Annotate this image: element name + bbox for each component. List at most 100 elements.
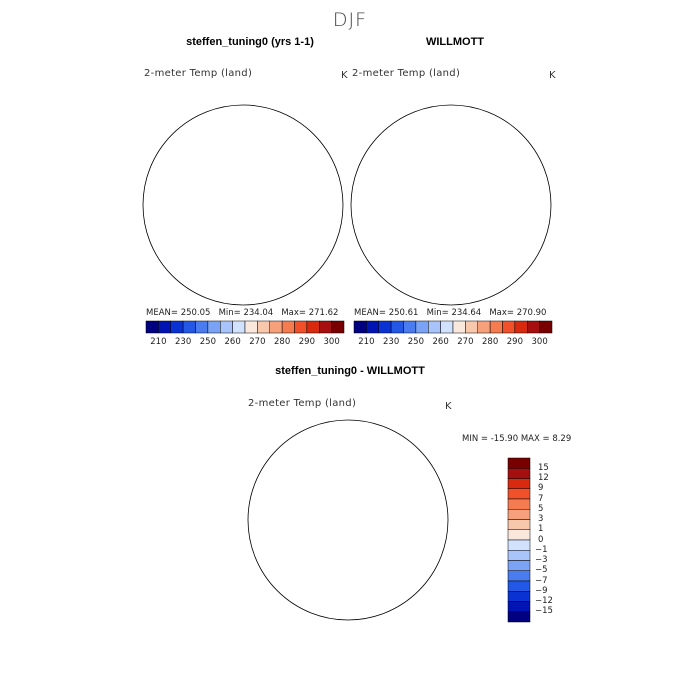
- colorbar-swatch: [507, 580, 531, 592]
- colorbar-obs: [353, 320, 553, 334]
- colorbar-swatch: [415, 320, 429, 334]
- colorbar-tick-label: −15: [535, 606, 553, 617]
- colorbar-tick-label: 5: [538, 503, 544, 514]
- colorbar-swatch: [269, 320, 283, 334]
- colorbar-ticks-obs: 210 230 250 260 270 280 290 300: [0, 337, 700, 349]
- colorbar-swatch: [170, 320, 184, 334]
- mean-value: MEAN= 250.05: [146, 308, 211, 318]
- colorbar-swatch: [403, 320, 417, 334]
- colorbar-swatch: [507, 519, 531, 530]
- colorbar-tick-label: 260: [224, 337, 241, 347]
- colorbar-swatch: [507, 570, 531, 582]
- stats-obs: MEAN= 250.61 Min= 234.64 Max= 270.90: [354, 308, 546, 318]
- mean-value: MEAN= 250.61: [354, 308, 419, 318]
- colorbar-swatch: [507, 498, 531, 510]
- variable-label-obs: 2-meter Temp (land): [352, 68, 461, 79]
- units-label-diff: K: [445, 401, 452, 412]
- max-value: Max= 271.62: [281, 308, 339, 318]
- colorbar-swatch: [507, 601, 531, 612]
- map-difference: [247, 419, 449, 621]
- colorbar-tick-label: 300: [531, 337, 548, 347]
- colorbar-swatch: [507, 488, 531, 500]
- colorbar-swatch: [539, 320, 553, 334]
- colorbar-tick-label: 290: [506, 337, 523, 347]
- colorbar-swatch: [514, 320, 528, 334]
- units-label-obs: K: [549, 70, 556, 81]
- colorbar-tick-label: 290: [298, 337, 315, 347]
- colorbar-swatch: [390, 320, 404, 334]
- colorbar-swatch: [507, 560, 531, 571]
- colorbar-swatch: [507, 529, 531, 541]
- colorbar-swatch: [489, 320, 503, 334]
- colorbar-swatch: [507, 468, 531, 479]
- colorbar-tick-label: 280: [274, 337, 291, 347]
- colorbar-swatch: [281, 320, 295, 334]
- colorbar-tick-label: 15: [538, 462, 549, 473]
- colorbar-tick-label: 12: [538, 473, 549, 483]
- colorbar-swatch: [428, 320, 441, 334]
- stats-diff: MIN = -15.90 MAX = 8.29: [462, 434, 572, 444]
- colorbar-tick-label: 300: [323, 337, 340, 347]
- colorbar-swatch: [306, 320, 320, 334]
- colorbar-model: [145, 320, 345, 334]
- colorbar-ticks-difference: 15 12 9 7 5 3 1 0 −1 −3 −5 −7 −9 −12 −15: [535, 0, 575, 700]
- colorbar-tick-label: 7: [538, 493, 544, 504]
- colorbar-swatch: [257, 320, 270, 334]
- units-label-model: K: [341, 70, 348, 81]
- colorbar-tick-label: 210: [150, 337, 167, 347]
- colorbar-tick-label: 0: [538, 534, 544, 545]
- colorbar-swatch: [319, 320, 332, 334]
- colorbar-swatch: [507, 591, 531, 602]
- colorbar-tick-label: −5: [535, 565, 548, 576]
- colorbar-swatch: [145, 320, 159, 334]
- figure-title: DJF: [332, 9, 368, 31]
- map-model: [142, 104, 344, 306]
- colorbar-tick-label: −7: [535, 575, 548, 586]
- panel-title-diff: steffen_tuning0 - WILLMOTT: [275, 365, 425, 377]
- colorbar-swatch: [366, 320, 379, 334]
- colorbar-tick-label: 260: [432, 337, 449, 347]
- colorbar-tick-label: 230: [383, 337, 400, 347]
- variable-label-diff: 2-meter Temp (land): [248, 398, 357, 409]
- colorbar-swatch: [158, 320, 171, 334]
- panel-title-obs: WILLMOTT: [425, 36, 485, 48]
- colorbar-tick-label: 9: [538, 483, 544, 494]
- colorbar-swatch: [477, 320, 491, 334]
- colorbar-swatch: [507, 478, 531, 489]
- colorbar-tick-label: 270: [249, 337, 266, 347]
- colorbar-swatch: [502, 320, 516, 334]
- colorbar-tick-label: −9: [535, 585, 548, 596]
- colorbar-tick-label: 250: [199, 337, 216, 347]
- colorbar-tick-label: −12: [535, 596, 553, 606]
- variable-label-model: 2-meter Temp (land): [144, 68, 253, 79]
- colorbar-swatch: [244, 320, 258, 334]
- colorbar-swatch: [207, 320, 221, 334]
- colorbar-swatch: [220, 320, 233, 334]
- colorbar-swatch: [440, 320, 454, 334]
- colorbar-tick-label: 270: [457, 337, 474, 347]
- max-value: Max= 270.90: [489, 308, 547, 318]
- colorbar-tick-label: −1: [535, 544, 548, 555]
- colorbar-tick-label: 3: [538, 514, 544, 524]
- colorbar-tick-label: 1: [538, 524, 544, 535]
- colorbar-swatch: [378, 320, 392, 334]
- colorbar-swatch: [232, 320, 246, 334]
- colorbar-swatch: [294, 320, 308, 334]
- colorbar-swatch: [353, 320, 367, 334]
- map-obs: [350, 104, 552, 306]
- colorbar-swatch: [507, 539, 531, 551]
- colorbar-swatch: [507, 457, 531, 469]
- colorbar-tick-label: 250: [407, 337, 424, 347]
- colorbar-swatch: [182, 320, 196, 334]
- colorbar-swatch: [507, 611, 531, 623]
- colorbar-swatch: [465, 320, 478, 334]
- colorbar-difference: [507, 457, 531, 623]
- min-value: Min= 234.64: [426, 308, 482, 318]
- colorbar-swatch: [452, 320, 466, 334]
- colorbar-swatch: [507, 509, 531, 520]
- min-value: Min= 234.04: [218, 308, 274, 318]
- colorbar-tick-label: −3: [535, 555, 548, 565]
- map-boundary: [247, 419, 449, 621]
- map-boundary: [350, 104, 552, 306]
